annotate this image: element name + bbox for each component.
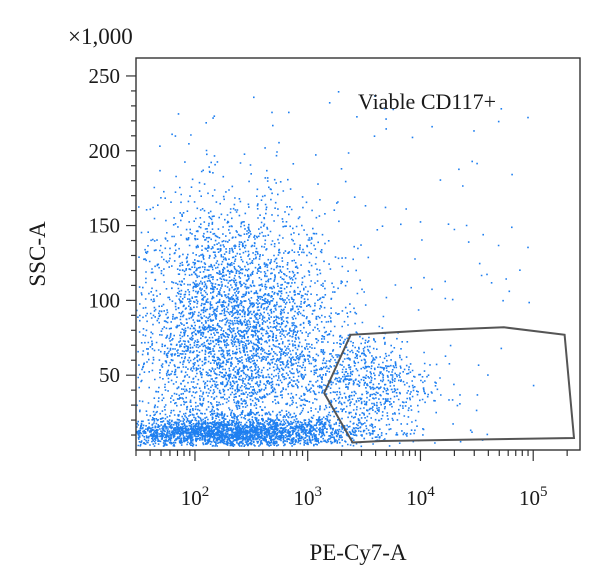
y-tick-label: 100	[89, 288, 121, 312]
x-tick-label: 103	[293, 484, 322, 510]
x-tick-label: 102	[181, 484, 210, 510]
x-axis: 102 103 104 105	[135, 450, 568, 510]
y-tick-label: 200	[89, 139, 121, 163]
gate-label: Viable CD117+	[358, 89, 496, 114]
y-multiplier-label: ×1,000	[68, 24, 133, 49]
y-axis-title: SSC-A	[25, 221, 50, 287]
y-axis: 50 100 150 200 250	[89, 64, 136, 436]
y-tick-label: 150	[89, 214, 121, 238]
x-tick-label: 105	[519, 484, 548, 510]
y-tick-label: 50	[99, 363, 120, 387]
plot-frame	[135, 57, 581, 451]
x-tick-label: 104	[406, 484, 435, 510]
x-axis-title: PE-Cy7-A	[309, 540, 407, 565]
scatter-dots	[136, 91, 535, 448]
scatter-points	[136, 91, 535, 448]
gate-polygon	[323, 326, 576, 444]
y-tick-label: 250	[89, 64, 121, 88]
